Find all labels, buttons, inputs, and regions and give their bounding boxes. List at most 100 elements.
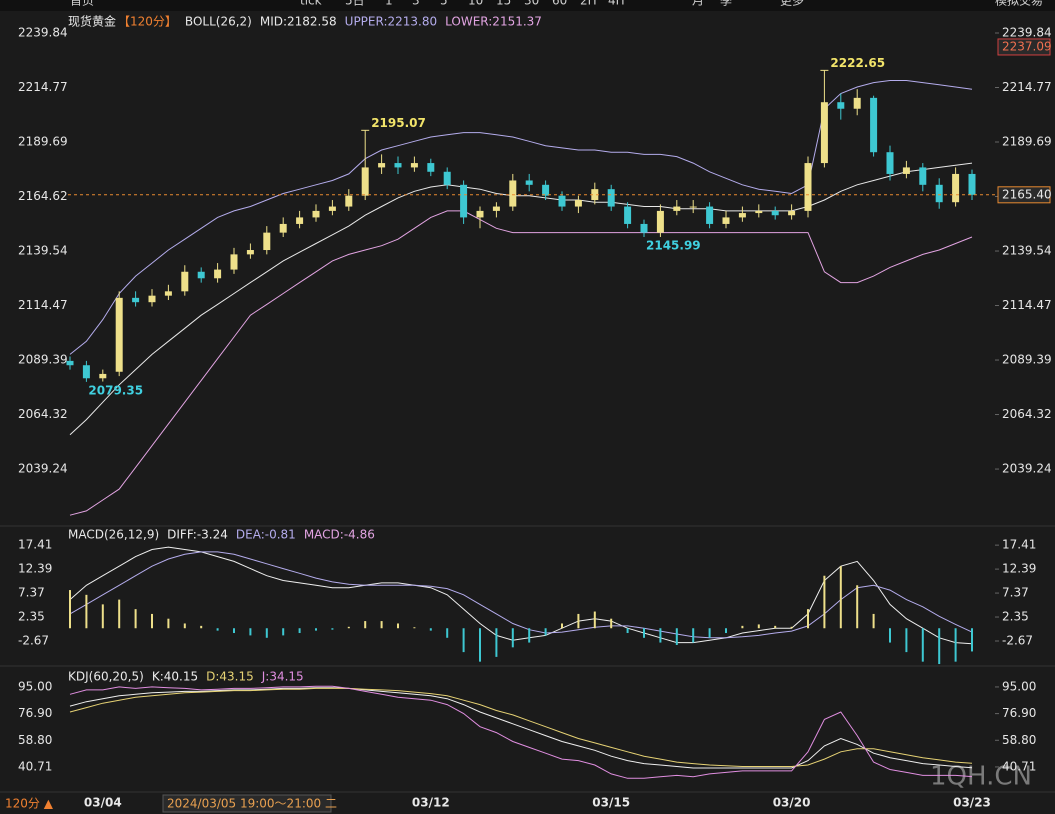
x-tick-label: 03/12 [412, 796, 450, 810]
macd-bar [495, 628, 498, 657]
macd-bar [872, 613, 875, 629]
macd-bar [971, 628, 973, 652]
macd-bar [364, 621, 367, 629]
toolbar-button[interactable]: 60 [552, 0, 567, 8]
macd-bar [85, 594, 88, 629]
candle-body [148, 295, 156, 303]
candle-body [574, 200, 582, 207]
macd-bar [347, 626, 350, 629]
candle-body [230, 254, 238, 270]
y-tick-label: 12.39 [18, 562, 52, 576]
macd-bar [790, 626, 793, 629]
candle-body [181, 271, 189, 292]
candle-body [755, 210, 763, 214]
candle-body [460, 184, 468, 218]
macd-bar [282, 628, 285, 636]
top-price-box [997, 38, 1051, 56]
macd-bar [659, 628, 662, 643]
period-selector[interactable]: 120分 ▲ [5, 797, 54, 811]
candle-body [673, 206, 681, 211]
candle-body [214, 269, 222, 279]
candle-body [509, 180, 517, 207]
chart-title: 现货黄金 [68, 14, 116, 29]
candle-body [870, 97, 878, 153]
y-tick-label: 76.90 [18, 706, 52, 720]
indicator-line [69, 210, 973, 516]
y-tick-label: 2214.77 [1002, 80, 1052, 94]
toolbar-button[interactable]: 15 [496, 0, 511, 8]
macd-bar [69, 590, 71, 629]
macd-bar [397, 623, 399, 629]
macd-bar [954, 628, 957, 662]
y-tick-label: 95.00 [18, 679, 52, 693]
macd-bar [249, 628, 252, 636]
watermark: 1QH.CN [930, 762, 1032, 792]
macd-bar [315, 628, 317, 631]
y-tick-label: -2.67 [1002, 633, 1033, 647]
toolbar-button[interactable]: 10 [468, 0, 483, 8]
y-tick-label: 40.71 [18, 759, 52, 773]
toolbar-button[interactable]: 模拟交易 [995, 0, 1043, 8]
macd-bar [200, 625, 203, 629]
macd-bar [856, 585, 859, 629]
candle-body [378, 163, 386, 168]
candle-body [99, 373, 107, 379]
x-tick-label: 03/15 [592, 796, 630, 810]
macd-bar [708, 628, 711, 638]
candle-body [706, 206, 714, 224]
candle-body [722, 217, 730, 224]
toolbar-button[interactable]: 3 [412, 0, 420, 8]
candle-body [902, 167, 910, 174]
candle-body [640, 223, 648, 233]
y-tick-label: 2139.54 [18, 244, 68, 258]
high-label: 2222.65 [830, 56, 885, 70]
toolbar-button[interactable]: 5日 [345, 0, 365, 8]
toolbar-button[interactable]: 30 [524, 0, 539, 8]
macd-bar [807, 609, 809, 629]
macd-bar [101, 604, 104, 629]
macd-bar [413, 627, 416, 629]
candle-body [263, 232, 271, 251]
macd-bar [446, 628, 449, 638]
toolbar-button[interactable]: 月 [692, 0, 704, 8]
toolbar-button[interactable]: 2H [580, 0, 597, 8]
y-tick-label: 2039.24 [18, 462, 68, 476]
candle-body [427, 163, 435, 172]
y-tick-label: 12.39 [1002, 562, 1036, 576]
candle-body [328, 206, 336, 211]
candle-body [837, 102, 845, 109]
indicator-line [69, 687, 973, 769]
macd-bar [577, 613, 580, 629]
y-tick-label: 2189.69 [1002, 135, 1052, 149]
macd-bar [823, 575, 826, 629]
macd-bar [331, 628, 334, 630]
indicator-label: BOLL(26,2) [185, 15, 252, 29]
low-label: 2145.99 [646, 239, 701, 253]
legend-entry: D:43.15 [206, 670, 254, 684]
toolbar-button[interactable]: 季 [720, 0, 732, 8]
candle-body [66, 360, 74, 366]
toolbar-button[interactable]: 更多 [780, 0, 804, 8]
toolbar-button[interactable]: 1 [385, 0, 393, 8]
macd-bar [233, 628, 235, 634]
chart-title: KDJ(60,20,5) [68, 670, 144, 684]
x-tick-label: 03/20 [773, 796, 811, 810]
candle-body [443, 171, 451, 185]
candle-body [968, 173, 976, 195]
candle-body [492, 206, 500, 211]
macd-bar [626, 628, 629, 634]
candle-body [591, 189, 599, 201]
toolbar-button[interactable]: 首页 [70, 0, 94, 8]
candle-body [525, 180, 533, 185]
toolbar-button[interactable]: 5 [440, 0, 448, 8]
legend-entry: DEA:-0.81 [236, 528, 296, 542]
y-tick-label: 17.41 [1002, 538, 1036, 552]
toolbar-button[interactable]: 4H [608, 0, 625, 8]
toolbar-button[interactable]: tick [300, 0, 322, 8]
y-tick-label: 2114.47 [1002, 298, 1052, 312]
toolbar [0, 0, 1055, 11]
legend-entry: DIFF:-3.24 [167, 528, 228, 542]
